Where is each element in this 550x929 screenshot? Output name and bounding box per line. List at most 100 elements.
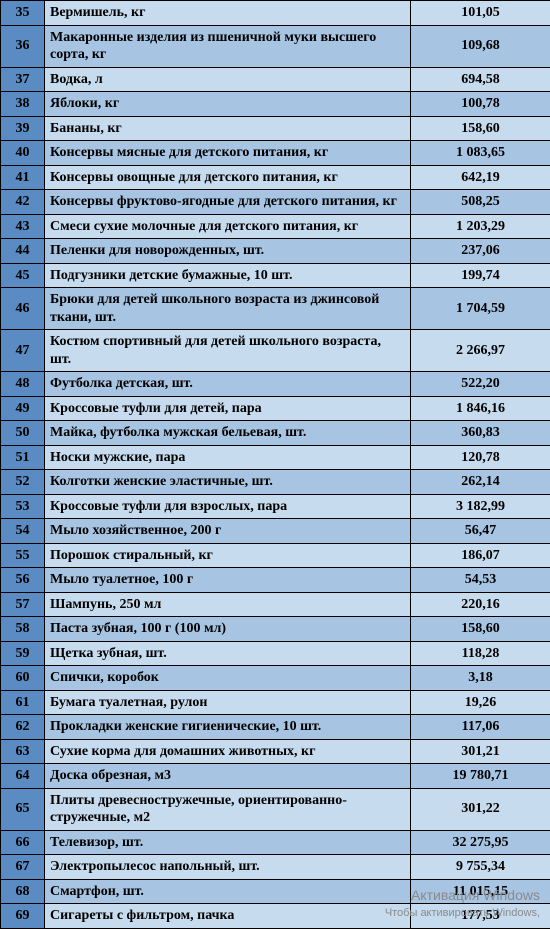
row-number: 69 — [1, 904, 45, 929]
table-row: 54Мыло хозяйственное, 200 г56,47 — [1, 519, 550, 544]
row-price: 694,58 — [411, 67, 550, 92]
row-number: 35 — [1, 1, 45, 26]
table-row: 63Сухие корма для домашних животных, кг3… — [1, 739, 550, 764]
table-row: 60Спички, коробок3,18 — [1, 666, 550, 691]
row-number: 46 — [1, 288, 45, 330]
row-name: Бумага туалетная, рулон — [45, 690, 411, 715]
row-price: 3 182,99 — [411, 494, 550, 519]
table-row: 56Мыло туалетное, 100 г54,53 — [1, 568, 550, 593]
row-name: Кроссовые туфли для взрослых, пара — [45, 494, 411, 519]
table-row: 49Кроссовые туфли для детей, пара1 846,1… — [1, 396, 550, 421]
row-name: Щетка зубная, шт. — [45, 641, 411, 666]
table-row: 51Носки мужские, пара120,78 — [1, 445, 550, 470]
row-name: Пеленки для новорожденных, шт. — [45, 239, 411, 264]
row-number: 45 — [1, 263, 45, 288]
row-name: Костюм спортивный для детей школьного во… — [45, 330, 411, 372]
row-price: 1 083,65 — [411, 141, 550, 166]
table-row: 43Смеси сухие молочные для детского пита… — [1, 214, 550, 239]
row-name: Консервы мясные для детского питания, кг — [45, 141, 411, 166]
row-number: 58 — [1, 617, 45, 642]
row-price: 56,47 — [411, 519, 550, 544]
row-number: 40 — [1, 141, 45, 166]
row-number: 57 — [1, 592, 45, 617]
row-name: Плиты древесностружечные, ориентированно… — [45, 788, 411, 830]
row-price: 117,06 — [411, 715, 550, 740]
row-price: 220,16 — [411, 592, 550, 617]
table-row: 52Колготки женские эластичные, шт.262,14 — [1, 470, 550, 495]
row-name: Спички, коробок — [45, 666, 411, 691]
table-row: 47Костюм спортивный для детей школьного … — [1, 330, 550, 372]
table-row: 58Паста зубная, 100 г (100 мл)158,60 — [1, 617, 550, 642]
table-row: 44Пеленки для новорожденных, шт.237,06 — [1, 239, 550, 264]
row-price: 237,06 — [411, 239, 550, 264]
row-name: Электропылесос напольный, шт. — [45, 855, 411, 880]
row-price: 9 755,34 — [411, 855, 550, 880]
table-row: 39Бананы, кг158,60 — [1, 116, 550, 141]
table-row: 40Консервы мясные для детского питания, … — [1, 141, 550, 166]
row-number: 38 — [1, 92, 45, 117]
row-number: 55 — [1, 543, 45, 568]
row-name: Телевизор, шт. — [45, 830, 411, 855]
row-price: 100,78 — [411, 92, 550, 117]
row-name: Консервы овощные для детского питания, к… — [45, 165, 411, 190]
row-name: Носки мужские, пара — [45, 445, 411, 470]
table-row: 62Прокладки женские гигиенические, 10 шт… — [1, 715, 550, 740]
row-name: Макаронные изделия из пшеничной муки выс… — [45, 25, 411, 67]
row-number: 47 — [1, 330, 45, 372]
row-name: Смеси сухие молочные для детского питани… — [45, 214, 411, 239]
row-price: 301,21 — [411, 739, 550, 764]
table-row: 35Вермишель, кг101,05 — [1, 1, 550, 26]
table-row: 37Водка, л694,58 — [1, 67, 550, 92]
row-price: 19,26 — [411, 690, 550, 715]
row-name: Мыло туалетное, 100 г — [45, 568, 411, 593]
row-price: 2 266,97 — [411, 330, 550, 372]
row-name: Бананы, кг — [45, 116, 411, 141]
row-name: Яблоки, кг — [45, 92, 411, 117]
row-price: 1 704,59 — [411, 288, 550, 330]
row-price: 158,60 — [411, 116, 550, 141]
row-number: 52 — [1, 470, 45, 495]
row-price: 262,14 — [411, 470, 550, 495]
row-number: 56 — [1, 568, 45, 593]
table-row: 68Смартфон, шт.11 015,15 — [1, 879, 550, 904]
row-name: Сигареты с фильтром, пачка — [45, 904, 411, 929]
table-row: 64Доска обрезная, м319 780,71 — [1, 764, 550, 789]
row-number: 48 — [1, 372, 45, 397]
table-row: 50Майка, футболка мужская бельевая, шт.3… — [1, 421, 550, 446]
row-price: 508,25 — [411, 190, 550, 215]
table-row: 67Электропылесос напольный, шт.9 755,34 — [1, 855, 550, 880]
row-price: 118,28 — [411, 641, 550, 666]
row-price: 109,68 — [411, 25, 550, 67]
table-row: 55Порошок стиральный, кг186,07 — [1, 543, 550, 568]
row-name: Порошок стиральный, кг — [45, 543, 411, 568]
row-price: 54,53 — [411, 568, 550, 593]
row-number: 49 — [1, 396, 45, 421]
row-price: 186,07 — [411, 543, 550, 568]
row-price: 642,19 — [411, 165, 550, 190]
table-row: 53Кроссовые туфли для взрослых, пара3 18… — [1, 494, 550, 519]
table-row: 69Сигареты с фильтром, пачка177,53 — [1, 904, 550, 929]
row-name: Вермишель, кг — [45, 1, 411, 26]
row-price: 11 015,15 — [411, 879, 550, 904]
row-number: 68 — [1, 879, 45, 904]
table-row: 38Яблоки, кг100,78 — [1, 92, 550, 117]
row-number: 63 — [1, 739, 45, 764]
row-number: 64 — [1, 764, 45, 789]
table-row: 36Макаронные изделия из пшеничной муки в… — [1, 25, 550, 67]
row-price: 177,53 — [411, 904, 550, 929]
row-name: Подгузники детские бумажные, 10 шт. — [45, 263, 411, 288]
row-name: Водка, л — [45, 67, 411, 92]
row-number: 62 — [1, 715, 45, 740]
row-number: 66 — [1, 830, 45, 855]
row-number: 44 — [1, 239, 45, 264]
table-row: 48Футболка детская, шт.522,20 — [1, 372, 550, 397]
row-name: Шампунь, 250 мл — [45, 592, 411, 617]
row-name: Смартфон, шт. — [45, 879, 411, 904]
row-price: 120,78 — [411, 445, 550, 470]
row-number: 67 — [1, 855, 45, 880]
row-price: 32 275,95 — [411, 830, 550, 855]
row-name: Прокладки женские гигиенические, 10 шт. — [45, 715, 411, 740]
row-number: 60 — [1, 666, 45, 691]
row-price: 199,74 — [411, 263, 550, 288]
row-number: 37 — [1, 67, 45, 92]
